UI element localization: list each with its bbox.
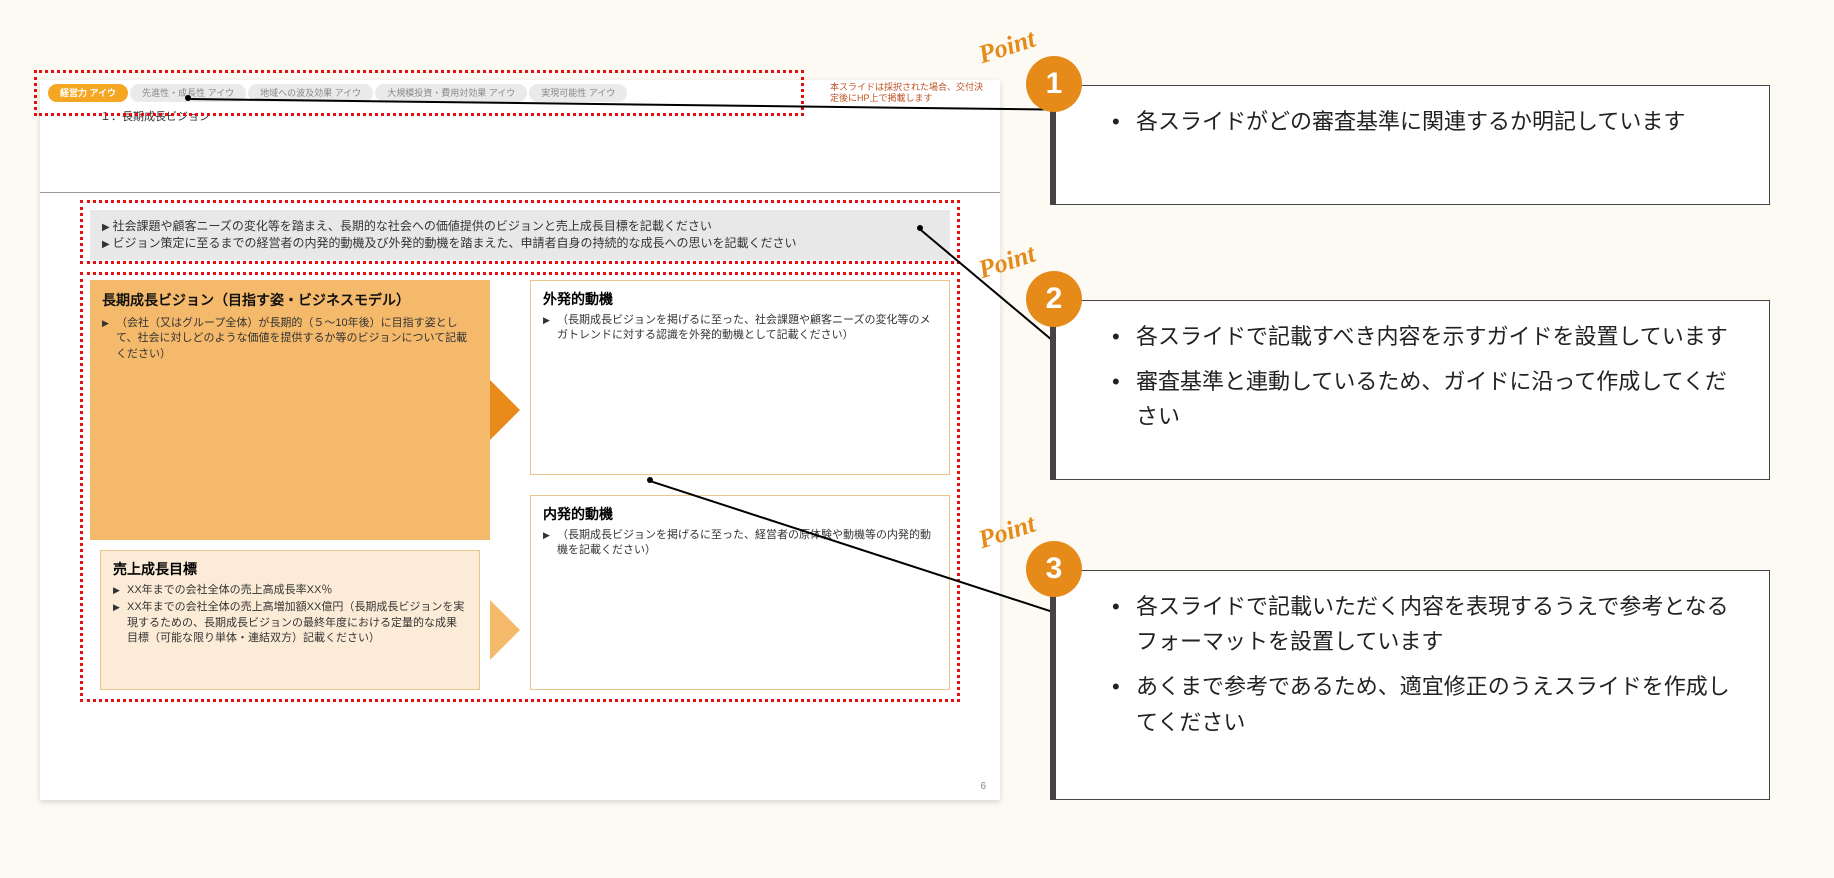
- sales-item-2: XX年までの会社全体の売上高増加額XX億円（長期成長ビジョンを実現するための、長…: [113, 600, 467, 646]
- point-item: 各スライドで記載いただく内容を表現するうえで参考となるフォーマットを設置していま…: [1112, 589, 1747, 659]
- internal-title: 内発的動機: [543, 504, 937, 524]
- chevron-icon: [490, 380, 520, 440]
- sales-box: 売上成長目標 XX年までの会社全体の売上高成長率XX％ XX年までの会社全体の売…: [100, 550, 480, 690]
- left-column: 長期成長ビジョン（目指す姿・ビジネスモデル） （会社（又はグループ全体）が長期的…: [90, 280, 490, 700]
- tab-feasibility[interactable]: 実現可能性 アイウ: [529, 84, 627, 102]
- external-title: 外発的動機: [543, 289, 937, 309]
- vision-body: （会社（又はグループ全体）が長期的（５～10年後）に目指す姿として、社会に対しど…: [102, 316, 478, 362]
- point-badge: 3: [1026, 541, 1082, 597]
- tab-management[interactable]: 経営力 アイウ: [48, 84, 128, 102]
- point-badge: 1: [1026, 56, 1082, 112]
- chevron-icon: [490, 600, 520, 660]
- point-item: 審査基準と連動しているため、ガイドに沿って作成してください: [1112, 364, 1747, 434]
- vision-box: 長期成長ビジョン（目指す姿・ビジネスモデル） （会社（又はグループ全体）が長期的…: [90, 280, 490, 540]
- slide-preview: 経営力 アイウ 先進性・成長性 アイウ 地域への波及効果 アイウ 大規模投資・費…: [40, 80, 1000, 800]
- sales-title: 売上成長目標: [113, 559, 467, 579]
- sales-item-1: XX年までの会社全体の売上高成長率XX％: [113, 583, 467, 598]
- slide-subtitle: １．長期成長ビジョン: [100, 108, 210, 124]
- content-area: 長期成長ビジョン（目指す姿・ビジネスモデル） （会社（又はグループ全体）が長期的…: [90, 280, 960, 710]
- external-body: （長期成長ビジョンを掲げるに至った、社会課題や顧客ニーズの変化等のメガトレンドに…: [543, 313, 937, 344]
- external-box: 外発的動機 （長期成長ビジョンを掲げるに至った、社会課題や顧客ニーズの変化等のメ…: [530, 280, 950, 475]
- guide-box: 社会課題や顧客ニーズの変化等を踏まえ、長期的な社会への価値提供のビジョンと売上成…: [90, 210, 950, 260]
- tab-investment[interactable]: 大規模投資・費用対効果 アイウ: [375, 84, 527, 102]
- point-item: あくまで参考であるため、適宜修正のうえスライドを作成してください: [1112, 669, 1747, 739]
- point-label: Point: [975, 24, 1039, 70]
- page-number: 6: [980, 781, 986, 792]
- point-item: 各スライドで記載すべき内容を示すガイドを設置しています: [1112, 319, 1747, 354]
- internal-box: 内発的動機 （長期成長ビジョンを掲げるに至った、経営者の原体験や動機等の内発的動…: [530, 495, 950, 690]
- divider: [40, 192, 1000, 193]
- point-badge: 2: [1026, 271, 1082, 327]
- point-callout-1: Point 1 各スライドがどの審査基準に関連するか明記しています: [1050, 85, 1770, 205]
- point-item: 各スライドがどの審査基準に関連するか明記しています: [1112, 104, 1747, 139]
- guide-line-2: ビジョン策定に至るまでの経営者の内発的動機及び外発的動機を踏まえた、申請者自身の…: [102, 235, 938, 252]
- tab-note: 本スライドは採択された場合、交付決定後にHP上で掲載します: [830, 82, 990, 104]
- point-callout-2: Point 2 各スライドで記載すべき内容を示すガイドを設置しています 審査基準…: [1050, 300, 1770, 480]
- vision-title: 長期成長ビジョン（目指す姿・ビジネスモデル）: [102, 290, 478, 310]
- point-callout-3: Point 3 各スライドで記載いただく内容を表現するうえで参考となるフォーマッ…: [1050, 570, 1770, 800]
- guide-line-1: 社会課題や顧客ニーズの変化等を踏まえ、長期的な社会への価値提供のビジョンと売上成…: [102, 218, 938, 235]
